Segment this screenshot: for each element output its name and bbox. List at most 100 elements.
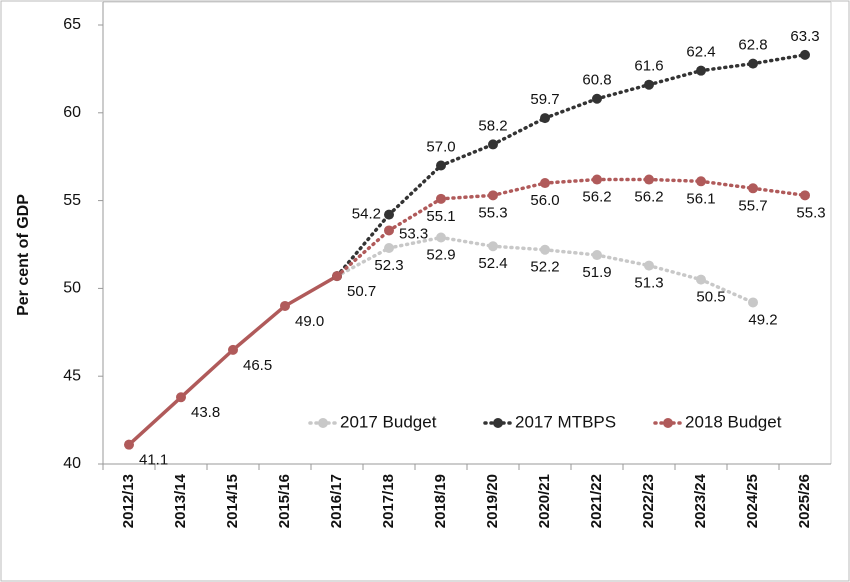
data-label: 52.9 [426, 246, 455, 263]
projection-segment [387, 163, 443, 217]
marker [748, 58, 758, 69]
x-tick-label: 2020/21 [536, 474, 553, 528]
x-tick-label: 2023/24 [692, 473, 709, 528]
projection-segment [751, 186, 807, 198]
data-label: 55.7 [738, 197, 767, 214]
projection-segment [699, 61, 755, 73]
marker [176, 392, 186, 403]
projection-segment [647, 177, 703, 184]
data-label: 59.7 [530, 91, 559, 108]
legend-marker [663, 418, 673, 428]
projection-segment [335, 228, 391, 278]
data-label: 50.5 [696, 289, 725, 306]
x-tick-label: 2014/15 [224, 474, 241, 528]
marker [644, 79, 654, 90]
projection-segment [439, 193, 495, 201]
marker [384, 243, 394, 254]
data-label: 62.4 [686, 44, 715, 61]
projection-segment [699, 277, 755, 305]
x-tick-label: 2018/19 [432, 474, 449, 528]
projection-segment [439, 142, 495, 168]
data-label: 56.0 [530, 192, 559, 209]
legend-label: 2017 Budget [340, 412, 437, 431]
y-tick-label: 60 [63, 104, 81, 121]
marker [228, 344, 238, 355]
line-segment [127, 395, 183, 447]
projection-segment [699, 179, 755, 191]
marker [696, 65, 706, 76]
data-label: 49.0 [295, 313, 324, 330]
data-label: 52.3 [374, 257, 403, 274]
legend-label: 2017 MTBPS [515, 412, 616, 431]
projection-segment [439, 235, 495, 249]
marker [436, 160, 446, 171]
projection-segment [751, 53, 807, 66]
data-label: 52.4 [478, 255, 507, 272]
marker [800, 49, 810, 60]
projection-segment [335, 246, 391, 278]
data-label: 53.3 [399, 225, 428, 242]
marker [384, 209, 394, 220]
marker [332, 271, 342, 282]
marker [800, 190, 810, 201]
marker [592, 250, 602, 261]
data-label: 56.2 [634, 188, 663, 205]
legend-marker [493, 418, 503, 428]
marker [748, 297, 758, 308]
data-label: 58.2 [478, 117, 507, 134]
data-label: 62.8 [738, 37, 767, 54]
data-label: 61.6 [634, 58, 663, 75]
marker [436, 193, 446, 204]
projection-segment [543, 177, 599, 185]
data-label: 60.8 [582, 72, 611, 89]
projection-segment [387, 235, 443, 250]
data-label: 55.3 [478, 204, 507, 221]
x-tick-label: 2012/13 [120, 474, 137, 528]
projection-segment [335, 212, 391, 278]
marker [748, 183, 758, 194]
data-label: 51.9 [582, 264, 611, 281]
marker [592, 174, 602, 185]
projection-segment [543, 248, 599, 257]
projection-segment [595, 253, 651, 268]
y-axis-title: Per cent of GDP [15, 194, 32, 316]
projection-segment [491, 116, 547, 147]
data-label: 50.7 [347, 283, 376, 300]
data-label: 63.3 [790, 28, 819, 45]
marker [384, 225, 394, 236]
data-label: 41.1 [139, 452, 168, 469]
x-tick-label: 2022/23 [640, 474, 657, 528]
y-tick-label: 65 [63, 16, 81, 33]
marker [592, 93, 602, 104]
line-segment [231, 304, 287, 352]
data-label: 55.3 [796, 204, 825, 221]
x-tick-label: 2015/16 [276, 474, 293, 528]
projection-segment [491, 181, 547, 198]
data-label: 57.0 [426, 138, 455, 155]
data-label: 56.1 [686, 190, 715, 207]
marker [124, 439, 134, 450]
marker [280, 300, 290, 311]
y-tick-label: 45 [63, 367, 81, 384]
marker [644, 260, 654, 271]
data-label: 43.8 [191, 404, 220, 421]
marker [644, 174, 654, 185]
legend-label: 2018 Budget [685, 412, 782, 431]
marker [540, 113, 550, 124]
data-label: 51.3 [634, 275, 663, 292]
marker [540, 244, 550, 255]
x-tick-label: 2025/26 [796, 474, 813, 528]
y-tick-label: 40 [63, 455, 81, 472]
marker [696, 274, 706, 285]
data-label: 56.2 [582, 188, 611, 205]
line-segment [283, 274, 339, 308]
data-label: 52.2 [530, 259, 559, 276]
x-tick-label: 2016/17 [328, 474, 345, 528]
x-tick-label: 2021/22 [588, 474, 605, 528]
x-tick-label: 2024/25 [744, 474, 761, 528]
x-tick-label: 2017/18 [380, 474, 397, 528]
marker [488, 190, 498, 201]
data-label: 46.5 [243, 357, 272, 374]
line-segment [179, 348, 235, 400]
